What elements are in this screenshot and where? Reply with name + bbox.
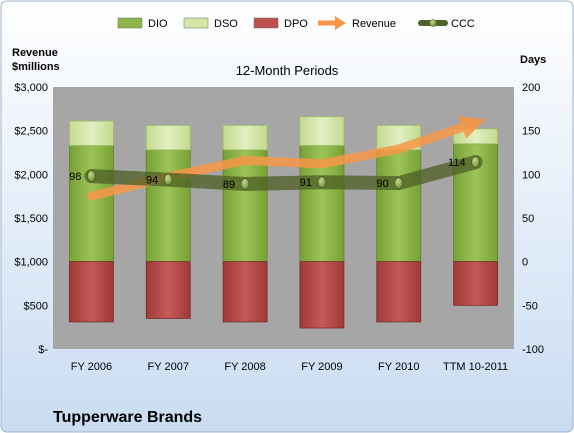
dpo-bar <box>376 261 422 323</box>
left-tick-label: $2,500 <box>14 126 48 138</box>
legend-swatch-dio <box>117 17 143 29</box>
dso-bar <box>69 120 114 146</box>
x-tick-label: TTM 10-2011 <box>443 361 508 373</box>
left-tick-label: $2,000 <box>14 169 48 181</box>
ccc-data-label: 94 <box>146 175 158 187</box>
dso-bar <box>299 116 345 146</box>
legend: DIO DSO DPO Revenue CCC <box>117 16 475 30</box>
x-tick-label: FY 2008 <box>224 361 265 373</box>
legend-label: CCC <box>451 18 475 30</box>
dpo-bar <box>299 261 345 329</box>
legend-swatch-dpo <box>253 17 279 29</box>
right-tick-label: 50 <box>522 213 534 225</box>
left-tick-label: $1,000 <box>14 257 48 269</box>
dio-bar <box>222 149 268 263</box>
ccc-marker <box>394 177 404 189</box>
ccc-data-label: 91 <box>300 177 312 189</box>
x-tick-label: FY 2009 <box>301 361 342 373</box>
ccc-line <box>84 155 483 191</box>
ccc-marker <box>317 176 327 188</box>
ccc-data-label: 114 <box>448 157 466 169</box>
dso-bar <box>222 125 268 151</box>
chart-title: 12-Month Periods <box>236 63 339 78</box>
ccc-series: 98 94 89 91 90 114 <box>69 155 483 191</box>
ccc-marker <box>87 170 96 182</box>
dio-bar <box>376 149 422 263</box>
ccc-marker <box>163 173 173 186</box>
ccc-marker <box>471 156 480 168</box>
dio-bar <box>145 149 191 263</box>
legend-label: DPO <box>284 18 308 30</box>
x-tick-label: FY 2007 <box>148 361 189 373</box>
ccc-data-label: 98 <box>69 171 81 183</box>
left-axis-label-line1: Revenue <box>12 47 58 59</box>
left-tick-label: $3,000 <box>14 82 48 94</box>
right-tick-label: -50 <box>522 300 538 312</box>
revenue-arrowhead <box>458 115 486 139</box>
left-tick-label: $500 <box>24 300 48 312</box>
dpo-bar <box>69 261 114 323</box>
right-tick-label: 0 <box>522 257 528 269</box>
x-tick-label: FY 2006 <box>71 361 112 373</box>
plot-area <box>53 87 514 349</box>
legend-swatch-ccc-marker <box>429 19 437 27</box>
ccc-marker <box>240 178 250 190</box>
left-tick-label: $1,500 <box>14 213 48 225</box>
dio-bar <box>69 145 114 263</box>
legend-swatch-revenue-head <box>335 16 346 30</box>
right-tick-label: -100 <box>522 344 544 356</box>
dpo-bar <box>453 261 498 306</box>
right-axis: -100 -50 0 50 100 150 200 <box>522 82 544 356</box>
ccc-data-label: 90 <box>377 178 389 190</box>
dpo-bar <box>145 261 191 319</box>
x-tick-label: FY 2010 <box>378 361 419 373</box>
right-tick-label: 150 <box>522 126 540 138</box>
legend-swatch-dso <box>183 17 209 29</box>
legend-label: Revenue <box>352 18 396 30</box>
right-tick-label: 200 <box>522 82 540 94</box>
left-axis-label-line2: $millions <box>12 61 60 73</box>
x-axis: FY 2006 FY 2007 FY 2008 FY 2009 FY 2010 TTM 1… <box>71 361 508 373</box>
right-axis-label: Days <box>520 54 546 66</box>
dso-bar <box>145 125 191 151</box>
ccc-data-label: 89 <box>223 179 235 191</box>
dpo-bar <box>222 261 268 323</box>
legend-label: DSO <box>214 18 238 30</box>
legend-label: DIO <box>148 18 168 30</box>
company-name: Tupperware Brands <box>53 409 202 426</box>
left-axis: $- $500 $1,000 $1,500 $2,000 $2,500 $3,000 <box>14 82 48 356</box>
left-tick-label: $- <box>38 344 48 356</box>
right-tick-label: 100 <box>522 169 540 181</box>
